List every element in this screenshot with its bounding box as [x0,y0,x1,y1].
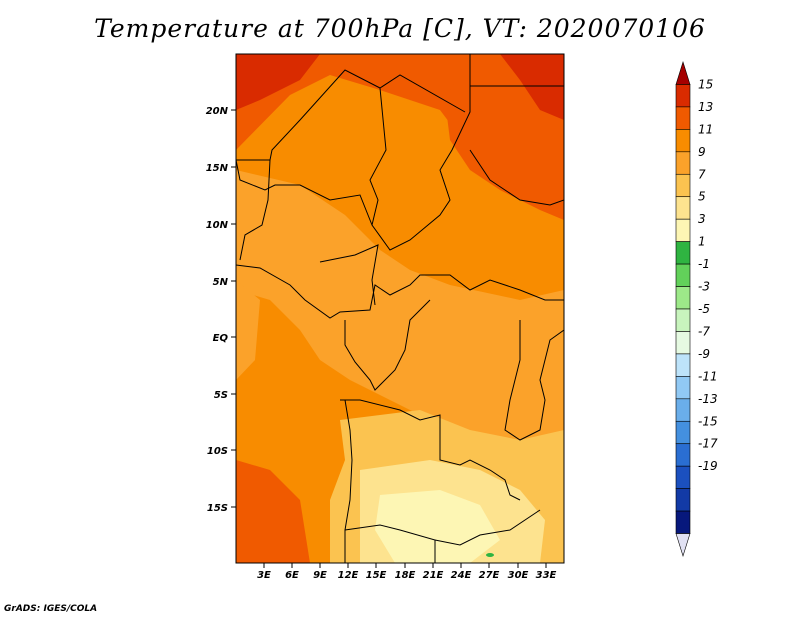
colorbar-swatch [675,533,691,558]
lon-label: 18E [395,570,416,581]
lon-label: 33E [536,570,557,581]
lon-label: 30E [508,570,529,581]
colorbar-swatch [675,263,691,287]
colorbar-swatch [675,353,691,377]
lat-label: 20N [206,106,229,117]
colorbar-label: -3 [698,280,710,294]
colorbar-swatch [675,331,691,355]
colorbar-label: -13 [698,392,718,406]
colorbar-swatch [675,196,691,220]
colorbar-label: 9 [698,145,706,159]
lon-label: 12E [338,570,359,581]
colorbar-label: 7 [698,167,706,181]
lat-label: 10S [207,446,228,457]
country-borders [236,54,564,563]
lon-label: 27E [479,570,500,581]
colorbar-swatch [675,106,691,130]
lon-label: 21E [423,570,444,581]
colorbar-swatch [675,308,691,332]
lon-label: 3E [257,570,271,581]
grads-credit: GrADS: IGES/COLA [4,604,98,614]
lat-label: 15N [206,163,229,174]
colorbar-swatch [675,398,691,422]
colorbar-label: -9 [698,347,710,361]
colorbar-swatch [675,241,691,265]
colorbar-label: -5 [698,302,710,316]
colorbar-swatch [675,286,691,310]
lon-label: 9E [313,570,327,581]
colorbar-swatch [675,151,691,175]
temperature-field [236,54,564,563]
colorbar-label: -7 [698,324,710,338]
colorbar-label: -1 [698,257,710,271]
lat-axis: 20N 15N 10N 5N EQ 5S 10S 15S [206,106,236,514]
colorbar-label: 15 [698,77,713,91]
colorbar-label: -17 [698,437,718,451]
lon-label: 6E [285,570,299,581]
colorbar-swatch [675,173,691,198]
colorbar-label: 3 [698,212,706,226]
colorbar-swatch [675,443,691,467]
colorbar-swatch [675,465,691,489]
lat-label: EQ [213,333,229,344]
colorbar-swatch [675,60,691,85]
colorbar-swatch [675,218,691,242]
lon-label: 24E [451,570,472,581]
colorbar-label: 5 [698,190,706,204]
colorbar-swatch [675,420,691,445]
colorbar-swatch [675,510,691,534]
lat-label: 5S [214,390,228,401]
colorbar-label: 1 [698,235,706,249]
colorbar-swatch [675,129,691,153]
colorbar-label: -11 [698,369,718,383]
colorbar-swatch [675,488,691,512]
colorbar-label: 13 [698,100,713,114]
colorbar-swatch [675,376,691,400]
map-frame [235,53,565,564]
lat-label: 10N [206,220,229,231]
lon-axis: 3E 6E 9E 12E 15E 18E 21E 24E 27E 30E 33E [257,563,557,581]
lat-label: 5N [213,277,229,288]
colorbar-swatch [675,84,691,108]
colorbar: 15 13 11 9 7 5 3 1 -1 -3 -5 -7 -9 -11 -13 -15 -17 -19 [675,60,718,558]
lat-label: 15S [207,503,228,514]
chart-title: Temperature at 700hPa [C], VT: 202007010… [94,14,706,43]
colorbar-label: -15 [698,414,718,428]
colorbar-label: 11 [698,122,713,136]
colorbar-label: -19 [698,459,718,473]
lon-label: 15E [366,570,387,581]
